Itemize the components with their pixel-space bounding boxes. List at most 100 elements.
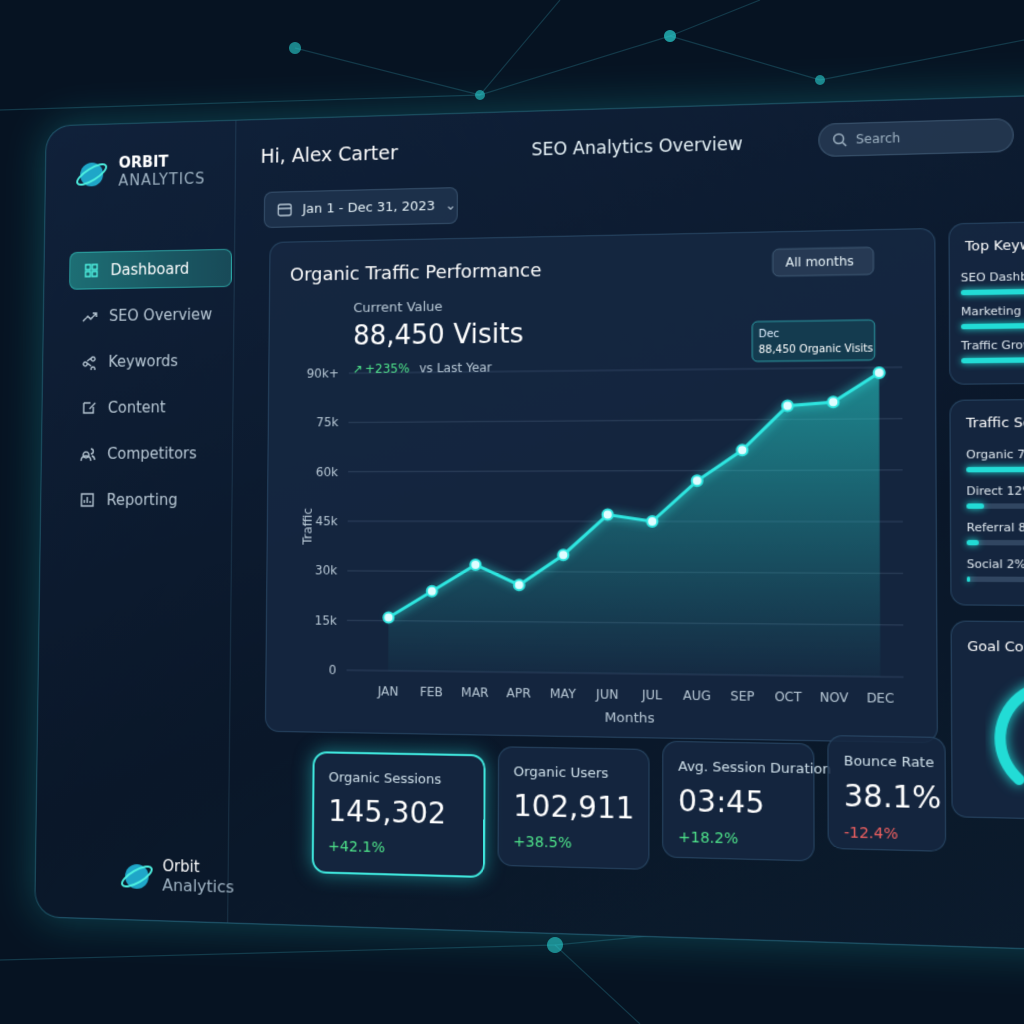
nav-icon-path xyxy=(81,449,95,461)
nav-icon-path xyxy=(86,264,98,276)
x-tick-label: SEP xyxy=(730,689,754,704)
nav-item[interactable]: Reporting xyxy=(66,481,230,520)
current-value: 88,450 Visits xyxy=(353,319,524,352)
y-tick-label: 90k+ xyxy=(307,366,339,381)
card-title: Traffic Sources xyxy=(966,415,1024,432)
current-label: Current Value xyxy=(353,299,442,316)
kpi-card: Organic Sessions 145,302 +42.1% xyxy=(312,751,486,878)
point xyxy=(828,397,839,408)
x-tick-label: JUL xyxy=(641,687,662,702)
x-tick-label: AUG xyxy=(683,688,711,703)
source-label: Organic 78% xyxy=(966,447,1024,461)
point xyxy=(647,516,658,526)
x-tick-label: FEB xyxy=(420,685,443,700)
y-tick-label: 0 xyxy=(329,663,337,678)
nav-label: Dashboard xyxy=(110,260,189,279)
goal-conversion-card: Goal Conversion xyxy=(951,620,1024,821)
point xyxy=(514,580,524,590)
nav-icon xyxy=(81,400,97,416)
kpi-value: 38.1% xyxy=(844,778,930,815)
y-tick-label: 30k xyxy=(315,563,337,578)
date-range-picker[interactable]: Jan 1 - Dec 31, 2023 ⌄ xyxy=(264,187,458,228)
line-chart: Organic Traffic Performance All months C… xyxy=(266,229,937,742)
kpi-card: Avg. Session Duration 03:45 +18.2% xyxy=(662,741,814,862)
page-title: SEO Analytics Overview xyxy=(531,134,742,160)
nav-item[interactable]: Competitors xyxy=(67,434,231,473)
footer-logo-icon xyxy=(119,858,155,896)
x-tick-label: MAY xyxy=(550,686,577,701)
kpi-change: -12.4% xyxy=(844,825,930,844)
kpi-change: +42.1% xyxy=(328,838,469,858)
y-tick-label: 45k xyxy=(315,514,337,528)
change-percent: +235% xyxy=(365,361,410,376)
point xyxy=(470,559,480,569)
nav-label: Keywords xyxy=(108,352,178,371)
card-title: Top Keywords xyxy=(965,237,1024,255)
nav-item[interactable]: Dashboard xyxy=(69,249,232,290)
x-tick-label: JUN xyxy=(595,687,618,702)
source-track xyxy=(967,540,1024,546)
y-tick-label: 60k xyxy=(316,465,338,479)
chart-title: Organic Traffic Performance xyxy=(290,260,542,286)
dashboard-window: ORBIT ANALYTICS Dashboard SEO Overview Key… xyxy=(34,94,1024,952)
gauge xyxy=(985,676,1024,809)
x-tick-label: MAR xyxy=(461,685,489,700)
footer-brand-bottom: Analytics xyxy=(162,875,234,897)
source-label: Social 2% xyxy=(967,557,1024,571)
keyword-track xyxy=(961,356,1024,363)
card-title: Goal Conversion xyxy=(967,639,1024,656)
kpi-card: Bounce Rate 38.1% -12.4% xyxy=(827,735,946,852)
keyword-track xyxy=(961,287,1024,295)
kpi-value: 03:45 xyxy=(678,783,798,821)
kpi-card: Organic Users 102,911 +38.5% xyxy=(498,746,650,870)
nav-icon xyxy=(79,492,95,508)
nav-label: Competitors xyxy=(107,444,197,463)
nav-label: SEO Overview xyxy=(109,305,212,325)
source-track xyxy=(966,466,1024,472)
nav-icon-path xyxy=(81,494,93,506)
x-tick-label: APR xyxy=(506,686,531,701)
source-bar xyxy=(966,467,1024,473)
nav-item[interactable]: Keywords xyxy=(68,341,231,381)
keyword-bar xyxy=(961,357,1024,363)
nav-icon xyxy=(84,262,100,278)
area xyxy=(388,373,880,677)
traffic-sources-card: Traffic Sources Organic 78% Direct 12% Ref… xyxy=(949,398,1024,606)
point xyxy=(602,509,612,519)
keyword-track xyxy=(961,322,1024,329)
x-axis-label: Months xyxy=(605,710,655,727)
nav-item[interactable]: Content xyxy=(67,388,231,427)
source-bar xyxy=(967,576,970,581)
keyword-label: SEO Dashboard xyxy=(961,269,1024,284)
nav-icon-path xyxy=(83,313,97,321)
traffic-chart-card: Organic Traffic Performance All months C… xyxy=(265,228,938,743)
kpi-label: Bounce Rate xyxy=(844,754,930,772)
point xyxy=(558,550,568,560)
kpi-value: 145,302 xyxy=(328,794,469,832)
footer-brand-top: Orbit xyxy=(162,857,199,877)
keyword-label: Traffic Growth xyxy=(961,338,1024,353)
y-tick-label: 75k xyxy=(316,415,338,429)
x-tick-label: JAN xyxy=(377,684,399,699)
nav-item[interactable]: SEO Overview xyxy=(68,295,231,335)
kpi-change: +18.2% xyxy=(678,829,798,849)
nav-icon xyxy=(80,446,96,462)
top-keywords-card: Top Keywords SEO Dashboard Marketing Anal… xyxy=(948,220,1024,385)
source-bar xyxy=(966,503,984,508)
point xyxy=(782,400,793,411)
nav-label: Reporting xyxy=(106,491,177,509)
nav-icon-path xyxy=(83,357,95,370)
filter-label[interactable]: All months xyxy=(785,254,854,270)
keyword-label: Marketing Analytics xyxy=(961,303,1024,319)
tooltip-title: Dec xyxy=(759,329,780,341)
y-axis-label: Traffic xyxy=(300,508,314,546)
source-track xyxy=(966,503,1024,508)
greeting: Hi, Alex Carter xyxy=(260,142,397,168)
keyword-bar xyxy=(961,287,1024,295)
change-text: vs Last Year xyxy=(419,360,492,375)
x-tick-label: DEC xyxy=(867,690,895,705)
search-box[interactable]: Search xyxy=(818,118,1014,157)
source-label: Direct 12% xyxy=(966,484,1024,498)
search-placeholder: Search xyxy=(856,131,901,147)
